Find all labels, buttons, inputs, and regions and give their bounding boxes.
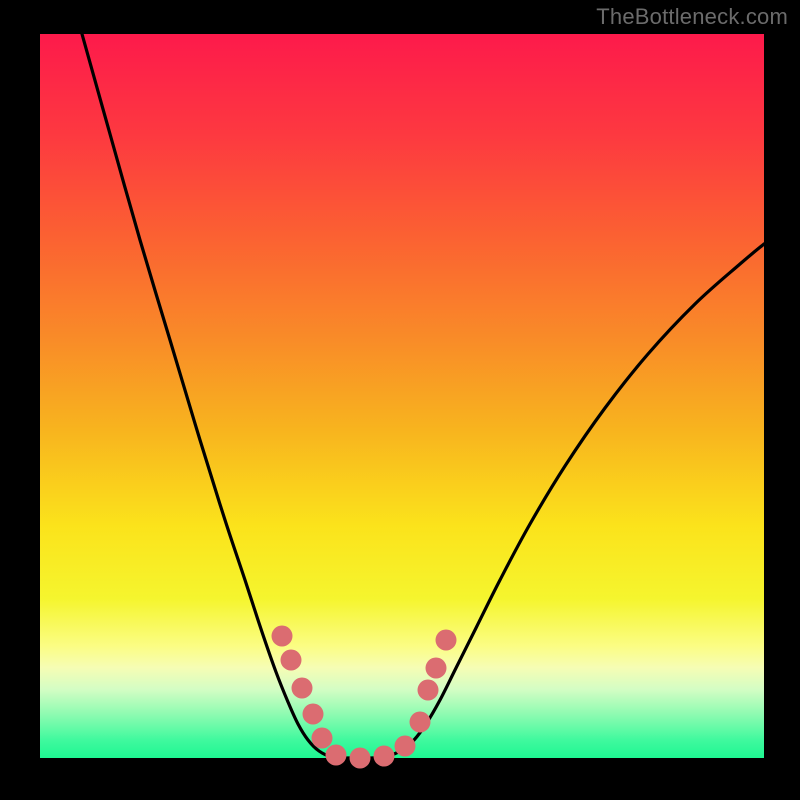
data-dot bbox=[281, 650, 302, 671]
data-dot bbox=[303, 704, 324, 725]
data-dot bbox=[312, 728, 333, 749]
data-dot bbox=[418, 680, 439, 701]
data-dot bbox=[426, 658, 447, 679]
data-dot bbox=[374, 746, 395, 767]
bottleneck-chart bbox=[0, 0, 800, 800]
data-dot bbox=[410, 712, 431, 733]
data-dot bbox=[326, 745, 347, 766]
watermark-text: TheBottleneck.com bbox=[596, 4, 788, 30]
plot-background bbox=[40, 34, 764, 758]
data-dot bbox=[395, 736, 416, 757]
data-dot bbox=[272, 626, 293, 647]
data-dot bbox=[292, 678, 313, 699]
data-dot bbox=[350, 748, 371, 769]
data-dot bbox=[436, 630, 457, 651]
